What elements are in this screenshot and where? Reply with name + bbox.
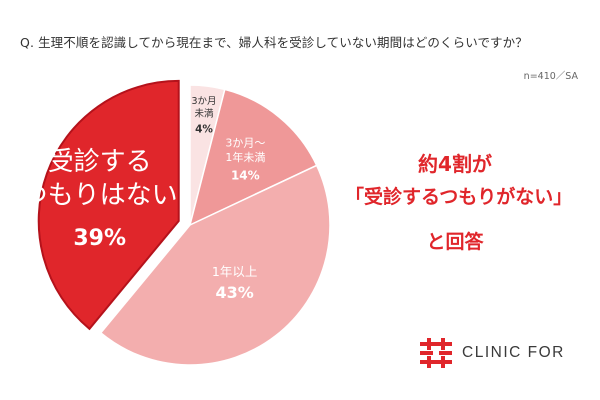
question-title: Q. 生理不順を認識してから現在まで、婦人科を受診していない期間はどのくらいです… <box>20 35 528 50</box>
pie-slice-1-label-line-0: 3か月 <box>192 96 217 107</box>
logo-text: CLINIC FOR <box>462 344 565 361</box>
callout-line-3: と回答 <box>426 231 484 253</box>
pie-slice-2 <box>188 88 318 227</box>
pie-slice-2-value: 14% <box>231 169 260 183</box>
pie-slice-0 <box>37 79 180 331</box>
pie-slice-1-label-line-1: 未満 <box>195 107 215 119</box>
pie-slice-3-label-line-0: 1年以上 <box>212 264 257 279</box>
pie-slice-3 <box>99 164 331 366</box>
callout-line-2: 「受診するつもりがない」 <box>345 186 573 208</box>
clinic-for-logo: CLINIC FOR <box>420 338 565 368</box>
pie-slice-0-value: 39% <box>73 226 126 251</box>
pie-slice-3-value: 43% <box>215 283 253 302</box>
clinic-for-cross-icon <box>420 338 452 368</box>
pie-slice-0-label-line-0: 受診する <box>48 147 152 177</box>
pie-slice-2-label-line-0: 3か月～ <box>225 137 265 150</box>
pie-slice-1-value: 4% <box>195 123 213 135</box>
callout-line-1: 約4割が <box>418 152 492 176</box>
pie-slice-2-label-line-1: 1年未満 <box>225 150 265 164</box>
pie-slice-0-label-line-1: つもりはない <box>22 181 178 211</box>
sample-size-note: n=410／SA <box>523 71 578 82</box>
